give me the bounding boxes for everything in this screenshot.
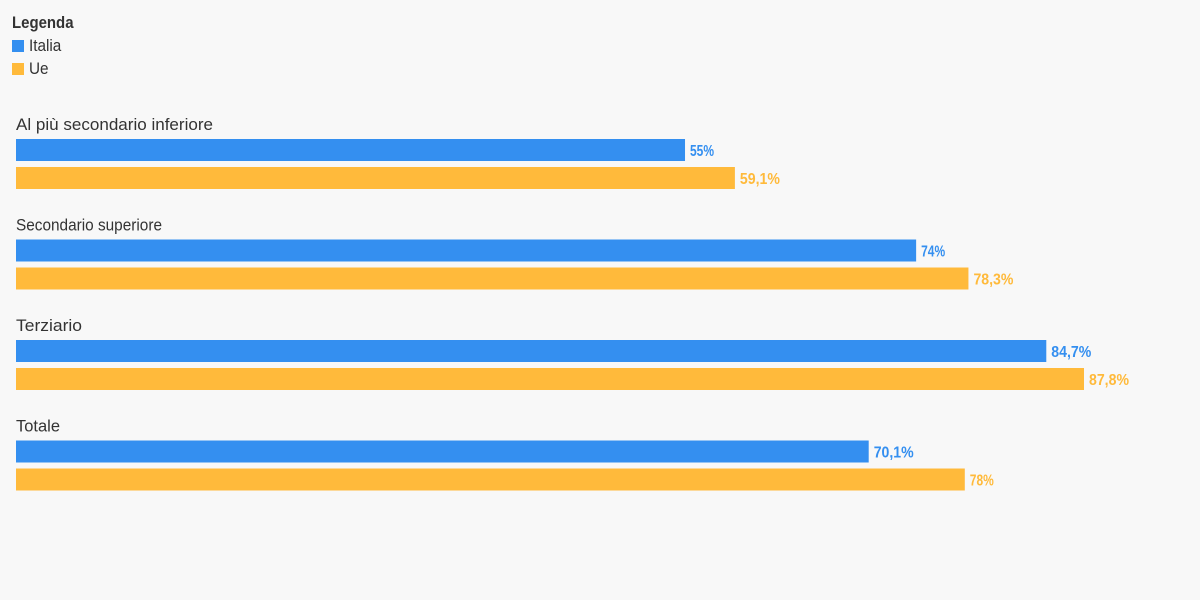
data-label-italia: 74% [921, 244, 945, 261]
data-label-ue: 87,8% [1089, 372, 1129, 389]
legend-item-ue: Ue [12, 57, 82, 80]
bar-ue [16, 368, 1084, 390]
data-label-ue: 78% [970, 473, 994, 490]
bar-italia [16, 340, 1047, 362]
legend-label-ue: Ue [29, 58, 49, 78]
data-label-ue: 59,1% [740, 171, 780, 188]
data-label-italia: 70,1% [874, 445, 914, 462]
bar-italia [16, 239, 917, 262]
legend-label-italia: Italia [29, 35, 62, 55]
legend-item-italia: Italia [12, 34, 82, 57]
legend: Legenda Italia Ue [12, 12, 82, 80]
legend-swatch-italia [12, 39, 24, 52]
category-label: Totale [16, 417, 60, 436]
bar-ue [16, 267, 969, 290]
legend-title: Legenda [12, 13, 74, 32]
data-label-italia: 55% [690, 143, 714, 160]
bar-italia [16, 139, 686, 161]
data-label-italia: 84,7% [1051, 344, 1091, 361]
data-label-ue: 78,3% [973, 272, 1013, 289]
category-label: Terziario [16, 316, 82, 335]
bar-italia [16, 440, 869, 463]
category-label: Al più secondario inferiore [16, 115, 213, 134]
legend-swatch-ue [12, 62, 24, 75]
bar-ue [16, 468, 965, 491]
category-label: Secondario superiore [16, 216, 162, 235]
bar-ue [16, 167, 735, 189]
